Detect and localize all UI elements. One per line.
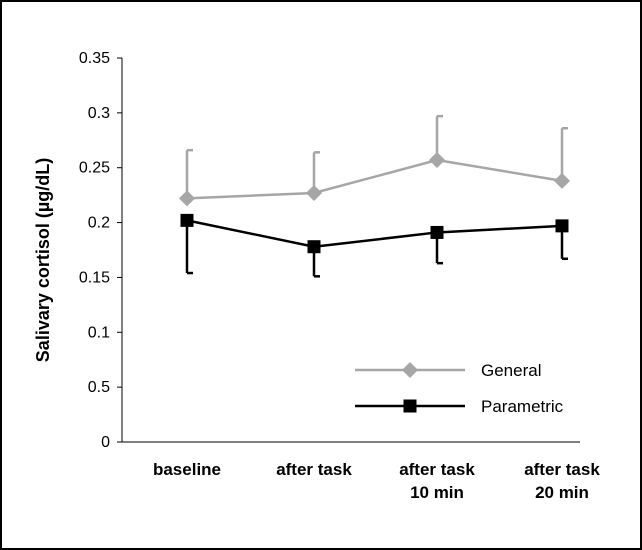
x-category-label: after task	[276, 460, 352, 479]
x-category-label: baseline	[153, 460, 221, 479]
legend: General Parametric	[355, 361, 564, 416]
data-point-diamond	[429, 152, 445, 169]
series-line	[186, 158, 563, 200]
x-category-label: after task	[524, 460, 600, 479]
data-point-diamond	[306, 184, 322, 201]
legend-marker-diamond	[402, 362, 418, 378]
legend-item-parametric: Parametric	[355, 397, 564, 416]
axes	[121, 58, 580, 443]
y-tick-label: 0.3	[88, 105, 110, 122]
x-category-label: 20 min	[535, 483, 589, 502]
series-line	[186, 219, 563, 248]
data-point-square	[180, 213, 194, 227]
series-parametric	[180, 213, 569, 278]
y-tick-label: 0.5	[88, 379, 110, 396]
data-point-diamond	[179, 190, 195, 207]
y-tick-label: 0	[101, 434, 110, 451]
y-tick-label: 0.1	[88, 324, 110, 341]
data-point-square	[555, 219, 569, 233]
y-tick-label: 0.2	[88, 215, 110, 232]
legend-label: Parametric	[481, 397, 564, 416]
data-point-square	[430, 225, 444, 239]
y-axis-label: Salivary cortisol (µg/dL)	[33, 158, 53, 362]
x-category-label: after task	[399, 460, 475, 479]
legend-item-general: General	[355, 361, 541, 380]
legend-label: General	[481, 361, 541, 380]
x-axis-categories: baseline after task after task 10 min after …	[153, 460, 600, 502]
y-axis-ticks: 0 0.5 0.1 0.15 0.2 0.25 0.3 0.35	[79, 50, 122, 451]
data-point-diamond	[554, 172, 570, 189]
data-point-square	[307, 240, 321, 254]
y-tick-label: 0.15	[79, 269, 110, 286]
x-category-label: 10 min	[410, 483, 464, 502]
y-tick-label: 0.25	[79, 160, 110, 177]
series-general	[179, 114, 570, 207]
series-layer	[179, 114, 570, 278]
legend-marker-square	[403, 399, 417, 413]
y-tick-label: 0.35	[79, 50, 110, 67]
